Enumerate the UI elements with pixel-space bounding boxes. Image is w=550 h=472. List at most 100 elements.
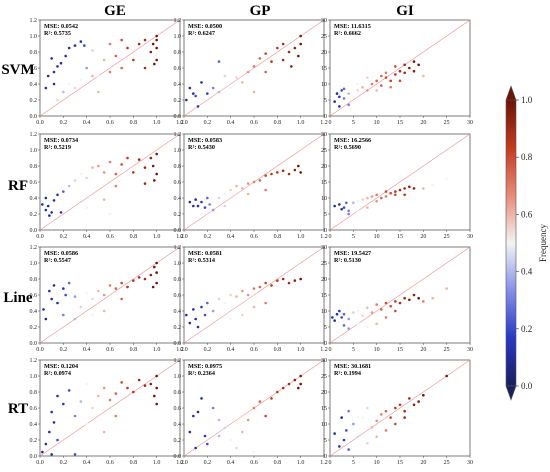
data-point — [264, 174, 267, 177]
identity-line — [329, 246, 471, 344]
x-tick-label: 5 — [352, 347, 355, 353]
data-point — [229, 188, 232, 192]
r2-label: R²: 0.6662 — [334, 30, 361, 37]
y-tick-label: 0.2 — [30, 438, 38, 444]
y-tick-label: 0.6 — [30, 66, 38, 72]
x-tick-label: 0.0 — [36, 347, 44, 353]
column-title-gp: GP — [250, 3, 271, 19]
data-point — [44, 208, 48, 212]
data-point — [270, 397, 273, 400]
data-point — [155, 38, 158, 42]
data-point — [340, 207, 343, 211]
y-tick-label: 0.8 — [174, 390, 182, 396]
y-tick-label: 1.2 — [174, 132, 182, 138]
data-point — [299, 277, 302, 281]
data-point — [229, 317, 232, 321]
data-point — [67, 281, 71, 285]
x-tick-label: 25 — [444, 347, 450, 353]
data-point — [192, 414, 195, 418]
y-tick-label: 0.0 — [174, 454, 182, 460]
data-point — [384, 76, 388, 79]
data-point — [56, 438, 59, 442]
y-tick-label: 0.0 — [30, 454, 38, 460]
data-point — [361, 314, 364, 318]
data-point — [97, 164, 100, 168]
x-tick-label: 30 — [467, 347, 473, 353]
data-point — [132, 58, 135, 62]
data-point — [56, 193, 59, 197]
data-point — [67, 46, 71, 50]
colorbar-tick-label: 0.2 — [521, 324, 532, 334]
data-point — [153, 179, 156, 182]
colorbar-min-arrow — [505, 385, 517, 401]
data-point — [149, 273, 153, 277]
data-point — [241, 81, 244, 84]
data-point — [384, 316, 388, 319]
data-point — [366, 89, 369, 92]
data-point — [97, 74, 100, 78]
data-point — [345, 429, 348, 432]
data-point — [246, 182, 250, 185]
data-point — [223, 204, 227, 208]
data-point — [194, 198, 197, 201]
mse-label: MSE: 16.2566 — [334, 137, 371, 144]
data-point — [293, 279, 297, 282]
data-point — [270, 172, 273, 176]
data-point — [347, 209, 350, 213]
data-point — [44, 442, 48, 446]
data-point — [252, 90, 256, 94]
colorbar-tick-label: 1.0 — [521, 95, 533, 105]
data-point — [356, 209, 360, 213]
data-point — [335, 92, 339, 95]
row-label-rf: RF — [8, 178, 28, 194]
data-point — [252, 305, 256, 309]
x-tick-label: 1.0 — [297, 234, 305, 240]
data-point — [223, 301, 227, 305]
colorbar-tick-label: 0.8 — [521, 152, 533, 162]
data-point — [352, 311, 355, 314]
y-tick-label: 1.0 — [30, 374, 38, 380]
data-point — [347, 327, 350, 330]
r2-label: R²: 0.5130 — [334, 257, 361, 264]
x-tick-label: 0.4 — [227, 120, 235, 126]
scatter-panel-grid: 0.00.00.20.20.40.40.60.60.80.81.01.01.21… — [30, 18, 474, 466]
r2-label: R²: 0.5690 — [334, 144, 361, 151]
data-point — [91, 313, 94, 317]
data-point — [258, 179, 262, 182]
data-point — [114, 287, 118, 290]
data-point — [192, 92, 195, 95]
data-point — [155, 34, 158, 38]
scatter-panel: 00 5 5 10 10 15 15 20 20 25 25 30 30 MSE: 11.6315R²: … — [321, 18, 473, 126]
data-point — [338, 105, 341, 108]
data-point — [196, 105, 200, 108]
identity-line — [183, 246, 325, 344]
x-tick-label: 0 — [329, 347, 332, 353]
data-point — [342, 438, 346, 442]
x-tick-label: 0.6 — [106, 120, 114, 126]
data-point — [62, 190, 65, 193]
data-point — [194, 94, 197, 98]
x-tick-label: 20 — [420, 347, 426, 353]
row-label-line: Line — [3, 290, 33, 306]
r2-label: R²: 0.1994 — [334, 370, 361, 377]
data-point — [223, 192, 227, 196]
data-point — [50, 410, 53, 414]
y-tick-label: 0.4 — [174, 82, 182, 88]
y-tick-label: 0 — [324, 454, 327, 460]
data-point — [200, 397, 203, 400]
data-point — [394, 73, 397, 76]
data-point — [299, 374, 302, 378]
data-point — [287, 281, 291, 285]
data-point — [185, 313, 188, 317]
data-point — [366, 306, 369, 310]
data-point — [299, 382, 302, 386]
data-point — [155, 172, 158, 176]
r2-label: R²: 0.5547 — [44, 257, 71, 264]
y-tick-label: 0.2 — [174, 98, 182, 104]
data-point — [102, 198, 106, 201]
data-point — [155, 374, 158, 378]
data-point — [338, 445, 341, 448]
data-point — [56, 98, 59, 102]
data-point — [50, 297, 53, 301]
data-point — [403, 193, 406, 197]
